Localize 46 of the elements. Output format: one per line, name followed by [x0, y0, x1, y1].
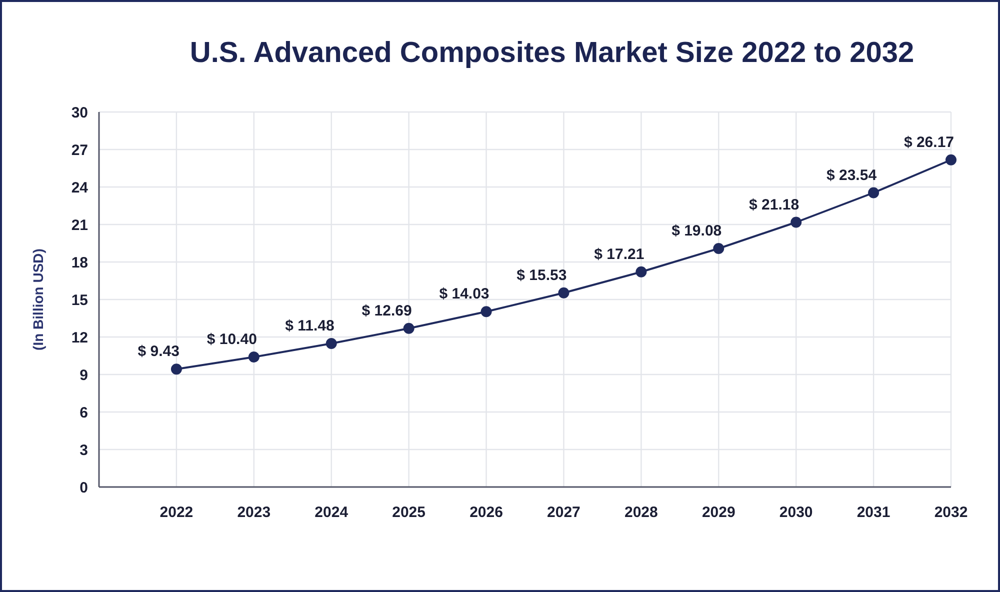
x-tick-label: 2032	[934, 504, 968, 521]
y-tick-label: 0	[80, 479, 88, 496]
y-tick-label: 18	[71, 254, 88, 272]
x-tick-label: 2028	[624, 504, 658, 521]
point	[170, 364, 182, 375]
data-label: $ 10.40	[206, 331, 257, 348]
data-label: $ 21.18	[749, 196, 800, 214]
data-label: $ 17.21	[594, 246, 644, 263]
point	[480, 306, 492, 318]
x-tick-label: 2024	[314, 504, 349, 521]
x-tick-label: 2030	[779, 504, 813, 521]
x-tick-label: 2023	[237, 504, 271, 521]
y-tick-label: 27	[71, 142, 88, 159]
y-axis-title: (In Billion USD)	[30, 248, 46, 350]
point	[248, 352, 260, 362]
data-label: $ 14.03	[439, 286, 490, 303]
point	[636, 266, 647, 278]
y-tick-label: 3	[80, 442, 88, 459]
point	[713, 243, 724, 254]
chart-title: U.S. Advanced Composites Market Size 2022 to 2032	[190, 37, 914, 69]
x-tick-label: 2031	[856, 504, 890, 521]
point	[790, 216, 802, 228]
y-tick-label: 30	[71, 104, 88, 122]
data-label: $ 11.48	[285, 318, 334, 334]
x-tick-label: 2022	[160, 504, 194, 521]
data-label: $ 19.08	[672, 222, 722, 240]
y-tick-label: 9	[80, 366, 88, 384]
y-tick-label: 15	[71, 292, 88, 309]
x-tick-label: 2026	[470, 504, 503, 521]
data-label: $ 26.17	[904, 134, 954, 151]
point	[946, 154, 956, 166]
point	[868, 187, 880, 198]
point	[558, 287, 570, 298]
y-tick-label: 21	[71, 216, 88, 234]
x-tick-label: 2029	[702, 504, 736, 521]
point	[403, 322, 414, 334]
point	[326, 338, 337, 349]
y-tick-label: 6	[80, 404, 88, 422]
x-tick-label: 2025	[392, 504, 426, 521]
data-label: $ 23.54	[826, 166, 878, 184]
y-tick-label: 12	[71, 329, 88, 346]
data-label: $ 15.53	[516, 266, 567, 284]
y-tick-label: 24	[71, 179, 89, 196]
x-tick-label: 2027	[547, 504, 580, 521]
data-label: $ 9.43	[138, 343, 180, 360]
data-label: $ 12.69	[362, 302, 412, 320]
